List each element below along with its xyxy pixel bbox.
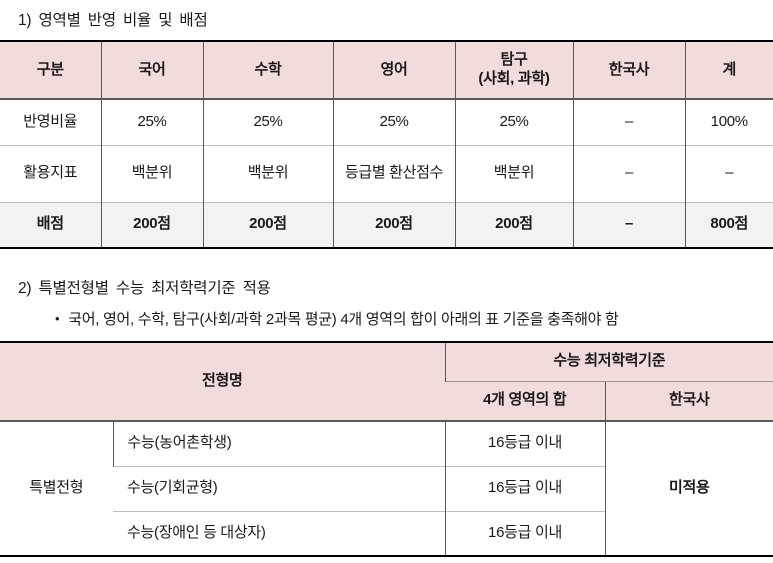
table2-header-row1: 전형명 수능 최저학력기준 (0, 342, 773, 421)
sum-requirement: 16등급 이내 (444, 421, 606, 466)
section2-title: 2) 특별전형별 수능 최저학력기준 적용 (18, 280, 271, 297)
cell: 25% (332, 99, 455, 145)
row-label: 반영비율 (23, 112, 78, 130)
table1-header-total: 계 (684, 41, 773, 100)
section1-title: 1) 영역별 반영 비율 및 배점 (18, 12, 208, 29)
table2-row-3: 수능(장애인 등 대상자) 16등급 이내 (0, 510, 773, 556)
table2-header-row2: 4개 영역의 합 한국사 (0, 380, 773, 421)
cell: 등급별 환산점수 (332, 144, 455, 202)
table1-row-indicator: 활용지표 백분위 백분위 등급별 환산점수 백분위 – – (0, 144, 773, 202)
row-label: 배점 (0, 201, 101, 248)
section2-bullet: • 국어, 영어, 수학, 탐구(사회/과학 2과목 평균) 4개 영역의 합이… (55, 308, 773, 329)
minimum-standard-table: 전형명 수능 최저학력기준 4개 영역의 합 한국사 특별전형 수능(농어촌학생… (0, 341, 773, 557)
table1-header-korean: 국어 (100, 41, 203, 100)
table1-header-history: 한국사 (572, 41, 685, 100)
table2-row-1: 특별전형 수능(농어촌학생) 16등급 이내 미적용 (0, 421, 773, 556)
cell: 25% (202, 99, 333, 145)
cell: – (572, 99, 685, 145)
cell: 25% (454, 99, 573, 145)
cell: – (684, 144, 773, 202)
cell: 25% (100, 99, 203, 145)
table1-header-row: 구분 국어 수학 영어 탐구 (사회, 과학) 한국사 계 (0, 41, 773, 100)
history-requirement: 미적용 (604, 421, 773, 556)
row-label: 활용지표 (0, 144, 101, 202)
track-name: 수능(기회균형) (113, 465, 446, 511)
table1-header-gubun: 구분 (0, 41, 101, 100)
table1-row-points: 배점 200점 200점 200점 200점 – 800점 (0, 201, 773, 248)
cell: 100% (684, 99, 773, 145)
cell: 백분위 (202, 144, 333, 202)
table1-header-english: 영어 (332, 41, 455, 100)
score-reflection-table: 구분 국어 수학 영어 탐구 (사회, 과학) 한국사 계 반영비율 25% 2… (0, 40, 773, 249)
cell: – (572, 144, 685, 202)
table1-row-ratio: 반영비율 25% 25% 25% 25% – 100% (0, 99, 773, 145)
table2-row-2: 수능(기회균형) 16등급 이내 (0, 465, 773, 511)
table2-header-sum4: 4개 영역의 합 (445, 380, 606, 421)
track-group-label: 특별전형 (29, 479, 84, 497)
table1-header-tamgu-line2: (사회, 과학) (478, 70, 550, 87)
section2-bullet-text: 국어, 영어, 수학, 탐구(사회/과학 2과목 평균) 4개 영역의 합이 아… (68, 311, 619, 328)
cell: 200점 (454, 201, 573, 248)
sum-requirement: 16등급 이내 (444, 510, 606, 556)
cell: 800점 (684, 201, 773, 248)
cell: 200점 (332, 201, 455, 248)
table2-header-track-name: 전형명 (0, 342, 446, 421)
table1-header-tamgu: 탐구 (사회, 과학) (454, 41, 573, 100)
table2-header-history: 한국사 (604, 380, 773, 421)
table1-header-tamgu-line1: 탐구 (500, 51, 528, 69)
track-name: 수능(장애인 등 대상자) (113, 510, 446, 556)
cell: 백분위 (454, 144, 573, 202)
cell: – (572, 201, 685, 248)
bullet-dot-icon: • (55, 311, 60, 326)
cell: 200점 (100, 201, 203, 248)
table1-header-math: 수학 (202, 41, 333, 100)
track-name: 수능(농어촌학생) (112, 421, 446, 466)
sum-requirement: 16등급 이내 (444, 465, 606, 511)
cell: 백분위 (100, 144, 203, 202)
cell: 200점 (202, 201, 333, 248)
table2-header-suneung-min: 수능 최저학력기준 (444, 342, 773, 381)
